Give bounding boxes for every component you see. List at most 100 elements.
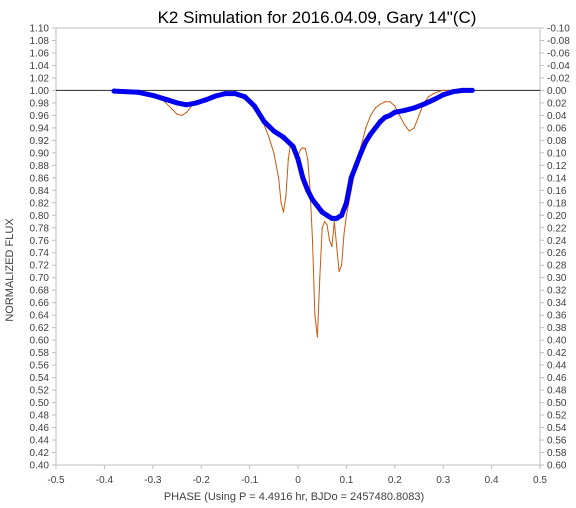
y-tick-label: 0.86: [30, 173, 50, 184]
series-line-1: [111, 87, 475, 221]
y-tick-label: 0.58: [30, 348, 50, 359]
data-point: [363, 139, 369, 145]
y-tick-label: 1.08: [30, 36, 50, 47]
y-tick-label: 0.48: [30, 411, 50, 422]
data-point: [368, 131, 374, 137]
data-point: [278, 177, 280, 179]
data-point: [450, 89, 456, 95]
y2-tick-label: 0.38: [547, 323, 567, 334]
y2-tick-label: 0.52: [547, 411, 567, 422]
data-point: [431, 97, 436, 103]
y2-tick-label: 0.26: [547, 248, 567, 259]
data-point: [275, 164, 277, 166]
data-point: [268, 136, 270, 138]
data-point: [377, 119, 383, 125]
data-point: [341, 264, 343, 266]
y2-tick-label: 0.42: [547, 348, 567, 359]
data-point: [171, 108, 173, 110]
data-point: [314, 203, 320, 209]
data-point: [411, 105, 417, 111]
data-point: [382, 114, 388, 120]
x-axis-title: PHASE (Using P = 4.4916 hr, BJDo = 24574…: [164, 491, 424, 503]
data-point: [440, 92, 446, 98]
data-point: [287, 158, 289, 160]
data-point: [384, 101, 386, 103]
y2-tick-label: 0.30: [547, 273, 567, 284]
y2-tick-label: 0.34: [547, 298, 567, 309]
data-point: [150, 92, 156, 98]
data-point: [421, 101, 427, 107]
y-tick-label: 0.88: [30, 161, 50, 172]
y-tick-label: 0.54: [30, 373, 50, 384]
data-point: [428, 96, 430, 98]
data-point: [338, 270, 340, 273]
data-point: [181, 114, 183, 116]
y-tick-label: 0.68: [30, 286, 50, 297]
data-point: [437, 91, 439, 93]
x-tick-label: 0.3: [436, 475, 450, 486]
y2-tick-label: 0.50: [547, 398, 567, 409]
data-point: [203, 97, 209, 103]
data-point: [331, 245, 333, 248]
y2-tick-label: 0.02: [547, 98, 567, 109]
y-tick-label: 0.74: [30, 248, 50, 259]
y2-tick-label: 0.18: [547, 198, 567, 209]
x-tick-label: -0.5: [47, 475, 65, 486]
data-point: [334, 215, 340, 221]
y2-tick-label: 0.24: [547, 236, 567, 247]
data-point: [333, 220, 335, 223]
data-point: [273, 152, 275, 154]
data-point: [353, 162, 359, 168]
y2-tick-label: 0.48: [547, 386, 567, 397]
data-point: [408, 130, 410, 132]
y-tick-label: 0.96: [30, 111, 50, 122]
data-point: [324, 212, 330, 218]
y-tick-label: 0.82: [30, 198, 50, 209]
y-tick-label: 0.66: [30, 298, 50, 309]
y-tick-label: 0.40: [30, 461, 50, 472]
y-tick-label: 0.90: [30, 148, 50, 159]
data-point: [319, 277, 321, 279]
y-tick-label: 1.06: [30, 48, 50, 59]
x-tick-label: 0.4: [485, 475, 499, 486]
y-tick-label: 0.44: [30, 436, 50, 447]
x-tick-label: -0.4: [96, 475, 114, 486]
y-tick-label: 0.92: [30, 136, 50, 147]
chart-title: K2 Simulation for 2016.04.09, Gary 14"(C…: [158, 8, 477, 27]
data-point: [469, 87, 475, 93]
data-point: [372, 125, 378, 131]
y2-tick-label: 0.16: [547, 186, 567, 197]
data-point: [392, 109, 398, 115]
y2-tick-label: 0.44: [547, 361, 567, 372]
data-point: [379, 103, 381, 105]
data-point: [290, 144, 296, 150]
y2-tick-label: 0.14: [547, 173, 567, 184]
y-tick-label: 0.98: [30, 98, 50, 109]
y-tick-label: 0.76: [30, 236, 50, 247]
data-point: [174, 100, 180, 106]
data-point: [326, 224, 328, 226]
y-tick-label: 0.62: [30, 323, 50, 334]
y-axis-title: NORMALIZED FLUX: [4, 218, 16, 322]
y2-tick-label: 0.12: [547, 161, 567, 172]
y2-tick-label: 0.08: [547, 136, 567, 147]
data-point: [261, 119, 267, 125]
data-point: [305, 187, 311, 193]
data-point: [402, 107, 407, 113]
y2-tick-label: 0.60: [547, 461, 567, 472]
series-group: [111, 87, 475, 338]
data-point: [282, 211, 285, 213]
y2-tick-label: 0.40: [547, 336, 567, 347]
data-point: [295, 156, 301, 162]
data-point: [339, 212, 345, 218]
data-point: [111, 88, 117, 94]
y2-tick-label: -0.08: [547, 36, 570, 47]
data-point: [348, 175, 354, 181]
y-tick-label: 0.64: [30, 311, 50, 322]
y2-tick-label: -0.06: [547, 48, 570, 59]
data-point: [370, 114, 372, 116]
data-point: [310, 197, 315, 203]
